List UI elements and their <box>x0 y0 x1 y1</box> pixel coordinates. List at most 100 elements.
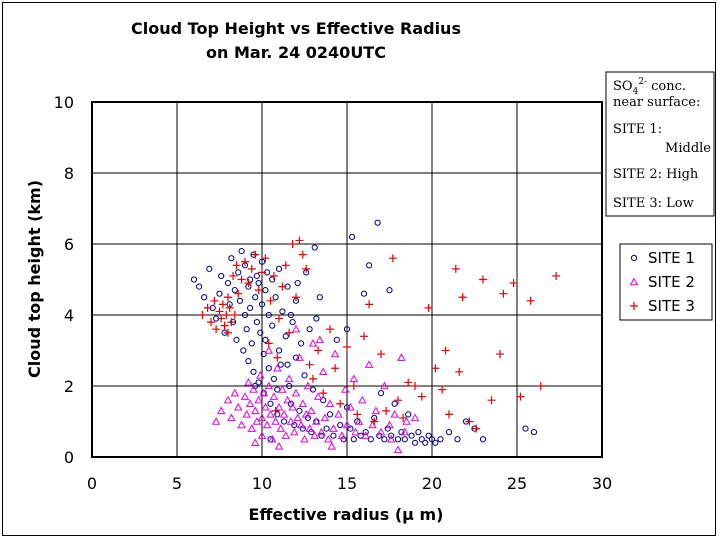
legend-label-site2: SITE 2 <box>648 273 695 291</box>
data-point-site2 <box>281 431 291 439</box>
data-point-site3 <box>225 303 234 312</box>
data-point-site2 <box>276 424 285 432</box>
data-point-site2 <box>286 417 296 425</box>
note-header-line2: near surface: <box>613 95 700 110</box>
data-point-site1 <box>374 219 381 226</box>
data-point-site1 <box>236 297 243 304</box>
data-point-site1 <box>349 233 356 240</box>
data-point-site1 <box>291 421 298 429</box>
data-point-site2 <box>386 434 396 443</box>
data-point-site2 <box>264 381 274 390</box>
data-point-site1 <box>311 244 318 251</box>
data-point-site2 <box>296 420 306 429</box>
data-point-site1 <box>258 258 266 265</box>
data-point-site1 <box>274 411 281 418</box>
data-point-site1 <box>391 400 398 407</box>
x-tick-label: 30 <box>592 474 612 493</box>
data-point-site2 <box>402 417 411 425</box>
data-point-site1 <box>306 326 313 333</box>
data-point-site3 <box>394 396 402 405</box>
y-tick-labels: 0 2 4 6 8 10 <box>54 93 74 467</box>
data-point-site2 <box>257 431 267 439</box>
series-site2 <box>211 324 420 454</box>
data-point-site2 <box>334 409 343 418</box>
data-point-site3 <box>417 392 426 401</box>
data-point-site1 <box>216 290 223 297</box>
data-point-site2 <box>291 324 301 333</box>
data-point-site3 <box>269 271 278 280</box>
series-site1 <box>190 219 538 446</box>
data-point-site2 <box>249 385 258 393</box>
data-point-site3 <box>198 311 207 319</box>
data-point-site3 <box>370 417 379 426</box>
note-species-sup: 2- <box>638 77 647 87</box>
data-point-site2 <box>223 395 233 404</box>
data-point-site2 <box>245 399 255 407</box>
y-tick-label: 10 <box>54 93 74 112</box>
data-point-site2 <box>293 413 302 422</box>
data-point-site2 <box>247 424 257 432</box>
data-point-site3 <box>496 350 504 359</box>
data-point-site2 <box>307 406 316 415</box>
data-point-site3 <box>298 250 307 259</box>
data-point-site1 <box>235 269 242 276</box>
chart-title: Cloud Top Height vs Effective Radius <box>131 19 461 38</box>
data-point-site2 <box>274 402 284 411</box>
data-point-site3 <box>458 293 467 302</box>
data-point-site2 <box>284 374 294 383</box>
data-point-site1 <box>479 436 487 443</box>
data-point-site1 <box>357 432 364 439</box>
data-point-site3 <box>388 254 397 263</box>
data-point-site3 <box>336 399 345 408</box>
data-point-site2 <box>298 399 308 407</box>
data-point-site2 <box>400 427 410 436</box>
data-point-site3 <box>353 410 362 419</box>
data-point-site2 <box>300 434 309 443</box>
data-point-site1 <box>272 294 279 301</box>
data-point-site3 <box>309 374 317 383</box>
data-point-site2 <box>233 402 243 411</box>
data-point-site1 <box>196 283 203 290</box>
data-point-site2 <box>312 417 321 425</box>
data-point-site1 <box>530 429 538 436</box>
data-point-site1 <box>190 276 198 283</box>
data-point-site2 <box>244 378 253 386</box>
data-point-site3 <box>264 339 273 348</box>
y-axis-label: Cloud top height (km) <box>25 180 44 378</box>
data-point-site1 <box>405 411 412 418</box>
data-point-site3 <box>285 328 294 337</box>
data-point-site3 <box>281 261 290 270</box>
data-point-site1 <box>376 432 383 439</box>
x-tick-label: 25 <box>507 474 527 493</box>
data-point-site2 <box>273 363 282 372</box>
data-point-site3 <box>536 382 545 390</box>
data-point-site3 <box>295 236 304 245</box>
data-point-site1 <box>255 379 262 386</box>
data-point-site1 <box>522 425 529 432</box>
data-point-site3 <box>271 406 280 415</box>
y-tick-label: 8 <box>64 164 74 183</box>
data-point-site2 <box>380 381 389 390</box>
data-point-site1 <box>245 358 252 365</box>
data-point-site1 <box>422 439 429 446</box>
data-point-site3 <box>499 289 508 298</box>
data-point-site3 <box>455 367 464 376</box>
data-point-site1 <box>445 429 453 436</box>
note-site2-label: SITE 2: High <box>613 167 699 182</box>
data-point-site2 <box>351 427 360 436</box>
data-point-site2 <box>385 420 394 429</box>
data-point-site2 <box>305 424 314 432</box>
data-point-site1 <box>224 279 232 287</box>
data-point-site1 <box>257 329 264 336</box>
data-point-site3 <box>509 279 518 288</box>
data-point-site1 <box>289 319 296 326</box>
data-point-site1 <box>425 432 432 439</box>
note-species-base: SO <box>613 79 633 94</box>
data-point-site2 <box>313 392 323 400</box>
note-header-line1: SO42- conc. <box>613 77 686 97</box>
data-point-site3 <box>343 342 351 351</box>
data-point-site2 <box>397 353 406 361</box>
data-point-site1 <box>247 276 254 283</box>
data-point-site2 <box>257 413 267 422</box>
